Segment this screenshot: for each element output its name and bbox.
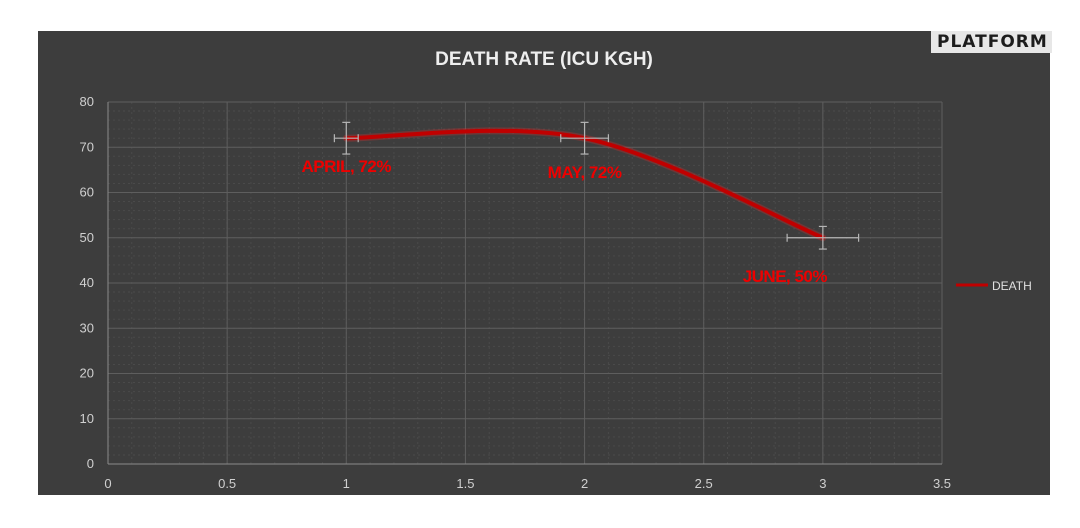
chart-area: DEATH RATE (ICU KGH) — [38, 31, 1050, 495]
y-tick-label: 60 — [80, 185, 94, 200]
y-tick-label: 0 — [87, 456, 94, 471]
x-tick-label: 0.5 — [218, 476, 236, 491]
x-tick-label: 1.5 — [456, 476, 474, 491]
x-tick-label: 2 — [581, 476, 588, 491]
y-tick-label: 70 — [80, 139, 94, 154]
data-label: APRIL, 72% — [302, 157, 392, 176]
x-tick-label: 0 — [104, 476, 111, 491]
y-tick-label: 50 — [80, 230, 94, 245]
x-tick-label: 3.5 — [933, 476, 951, 491]
y-tick-label: 40 — [80, 275, 94, 290]
data-label: MAY, 72% — [548, 163, 622, 182]
x-tick-label: 3 — [819, 476, 826, 491]
chart-title: DEATH RATE (ICU KGH) — [435, 49, 653, 70]
y-tick-label: 30 — [80, 320, 94, 335]
x-tick-label: 2.5 — [695, 476, 713, 491]
y-tick-label: 80 — [80, 94, 94, 109]
y-tick-label: 10 — [80, 411, 94, 426]
data-label: JUNE, 50% — [743, 267, 828, 286]
legend-label: DEATH — [992, 279, 1032, 293]
watermark-logo: PLATFORM — [931, 31, 1052, 53]
y-tick-label: 20 — [80, 366, 94, 381]
x-tick-label: 1 — [343, 476, 350, 491]
